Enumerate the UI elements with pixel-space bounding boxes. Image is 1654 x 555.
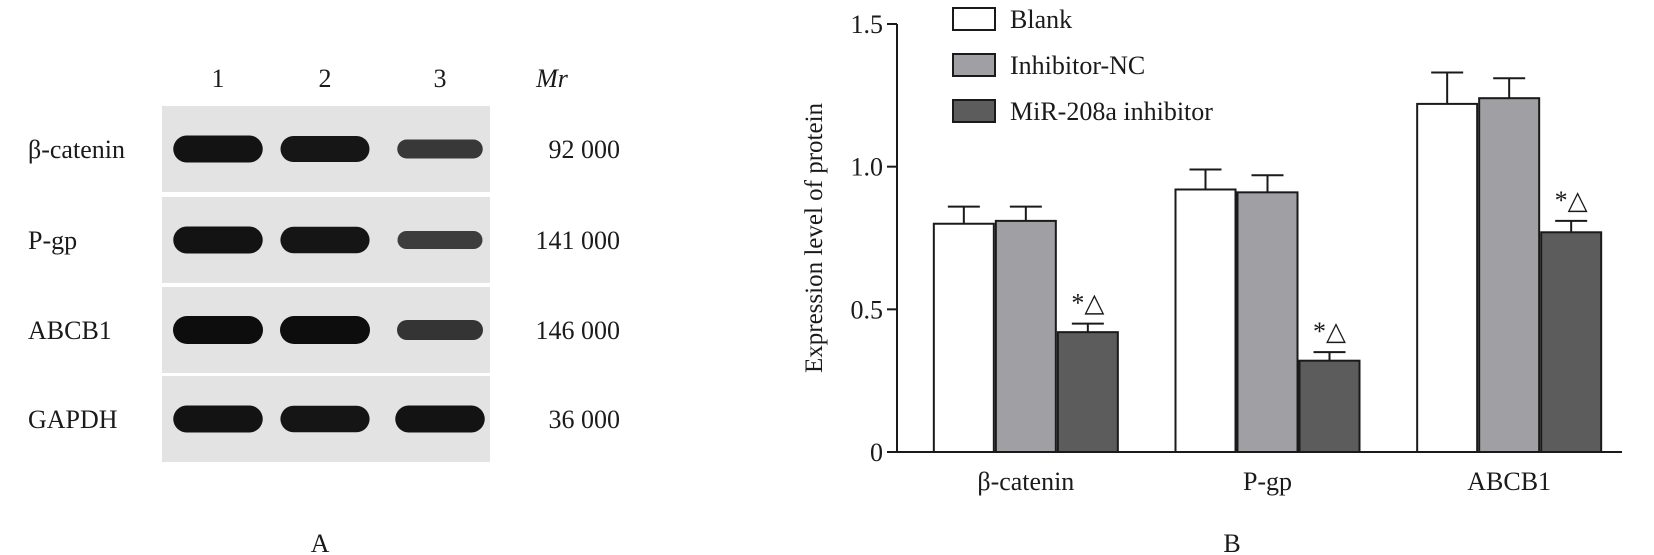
significance-mark: *△ [1313, 317, 1346, 346]
y-tick-label: 0.5 [851, 295, 884, 324]
lane-label: 2 [319, 64, 332, 93]
bar-chart-panel: Expression level of protein 0 0.5 1.0 1.5 β… [801, 5, 1622, 555]
blot-row: β-catenin 92 000 [28, 106, 620, 192]
mr-value: 146 000 [536, 316, 621, 345]
blot-rows: β-catenin 92 000 P-gp 141 000 ABCB1 146 000 GA… [28, 106, 620, 462]
blot-band [173, 405, 263, 433]
blot-band [173, 316, 263, 344]
blot-band [280, 316, 370, 344]
bar [1540, 231, 1603, 453]
bar [994, 219, 1057, 453]
protein-label: β-catenin [28, 135, 125, 164]
blot-row: P-gp 141 000 [28, 197, 620, 283]
protein-label: GAPDH [28, 405, 118, 434]
bar [1298, 359, 1361, 453]
blot-row: GAPDH 36 000 [28, 376, 620, 462]
legend-label: Blank [1010, 5, 1072, 34]
blot-band [397, 320, 483, 340]
blot-band [280, 405, 370, 433]
bar [932, 222, 995, 453]
y-tick-label: 0 [870, 438, 883, 467]
y-tick-label: 1.0 [851, 153, 884, 182]
panel-b-label: B [1223, 529, 1240, 555]
lane-label: 1 [212, 64, 225, 93]
significance-mark: *△ [1555, 186, 1588, 215]
y-tick-label: 1.5 [851, 10, 884, 39]
x-axis: β-catenin P-gp ABCB1 [897, 451, 1622, 496]
x-tick-label: β-catenin [977, 467, 1074, 496]
legend-swatch [952, 53, 996, 77]
panel-a-label: A [311, 529, 330, 555]
protein-label: ABCB1 [28, 316, 112, 345]
blot-band [395, 405, 485, 433]
bar [1416, 102, 1479, 453]
blot-row: ABCB1 146 000 [28, 287, 620, 373]
lane-labels: 1 2 3 [212, 64, 447, 93]
legend-swatch [952, 99, 996, 123]
legend-swatch [952, 7, 996, 31]
legend-label: MiR-208a inhibitor [1010, 97, 1213, 126]
legend-label: Inhibitor-NC [1010, 51, 1145, 80]
significance-mark: *△ [1071, 289, 1104, 318]
bar [1174, 188, 1237, 453]
bar [1236, 191, 1299, 453]
x-tick-label: ABCB1 [1467, 467, 1551, 496]
blot-band [397, 231, 483, 249]
blot-band [173, 135, 263, 163]
mr-value: 141 000 [536, 226, 621, 255]
y-axis: 0 0.5 1.0 1.5 [851, 10, 898, 467]
lane-label: 3 [434, 64, 447, 93]
legend-item: MiR-208a inhibitor [952, 97, 1213, 126]
legend: Blank Inhibitor-NC MiR-208a inhibitor [952, 5, 1213, 126]
western-blot-panel: 1 2 3 Mr β-catenin 92 000 P-gp 141 000 ABCB1 14… [28, 64, 620, 555]
legend-item: Inhibitor-NC [952, 51, 1145, 80]
mr-value: 92 000 [549, 135, 621, 164]
bars [932, 71, 1603, 453]
mr-value: 36 000 [549, 405, 621, 434]
y-axis-label: Expression level of protein [801, 102, 828, 373]
mr-header: Mr [535, 64, 569, 93]
bar [1478, 97, 1541, 453]
blot-band [173, 226, 263, 254]
blot-band [397, 139, 483, 159]
blot-band [280, 136, 370, 162]
significance-annotations: *△ *△ *△ [1071, 186, 1587, 346]
x-tick-label: P-gp [1243, 467, 1292, 496]
blot-band [280, 226, 370, 254]
protein-label: P-gp [28, 226, 77, 255]
bar [1056, 331, 1119, 453]
legend-item: Blank [952, 5, 1072, 34]
